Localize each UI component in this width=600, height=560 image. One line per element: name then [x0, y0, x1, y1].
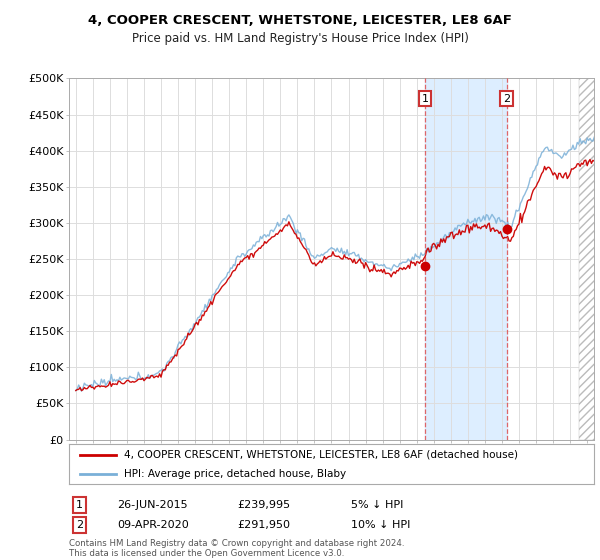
Text: 09-APR-2020: 09-APR-2020 [117, 520, 189, 530]
Text: 2: 2 [76, 520, 83, 530]
Text: 1: 1 [76, 500, 83, 510]
Text: £239,995: £239,995 [237, 500, 290, 510]
Text: 4, COOPER CRESCENT, WHETSTONE, LEICESTER, LE8 6AF (detached house): 4, COOPER CRESCENT, WHETSTONE, LEICESTER… [124, 450, 518, 460]
Bar [578, 78, 600, 440]
Text: 10% ↓ HPI: 10% ↓ HPI [351, 520, 410, 530]
Text: 5% ↓ HPI: 5% ↓ HPI [351, 500, 403, 510]
Bar [425, 78, 506, 440]
Text: Price paid vs. HM Land Registry's House Price Index (HPI): Price paid vs. HM Land Registry's House … [131, 32, 469, 45]
Text: Contains HM Land Registry data © Crown copyright and database right 2024.
This d: Contains HM Land Registry data © Crown c… [69, 539, 404, 558]
Bar [578, 78, 600, 440]
Text: 2: 2 [503, 94, 510, 104]
Text: 1: 1 [421, 94, 428, 104]
Text: 4, COOPER CRESCENT, WHETSTONE, LEICESTER, LE8 6AF: 4, COOPER CRESCENT, WHETSTONE, LEICESTER… [88, 14, 512, 27]
Text: HPI: Average price, detached house, Blaby: HPI: Average price, detached house, Blab… [124, 469, 346, 478]
Text: £291,950: £291,950 [237, 520, 290, 530]
Text: 26-JUN-2015: 26-JUN-2015 [117, 500, 188, 510]
